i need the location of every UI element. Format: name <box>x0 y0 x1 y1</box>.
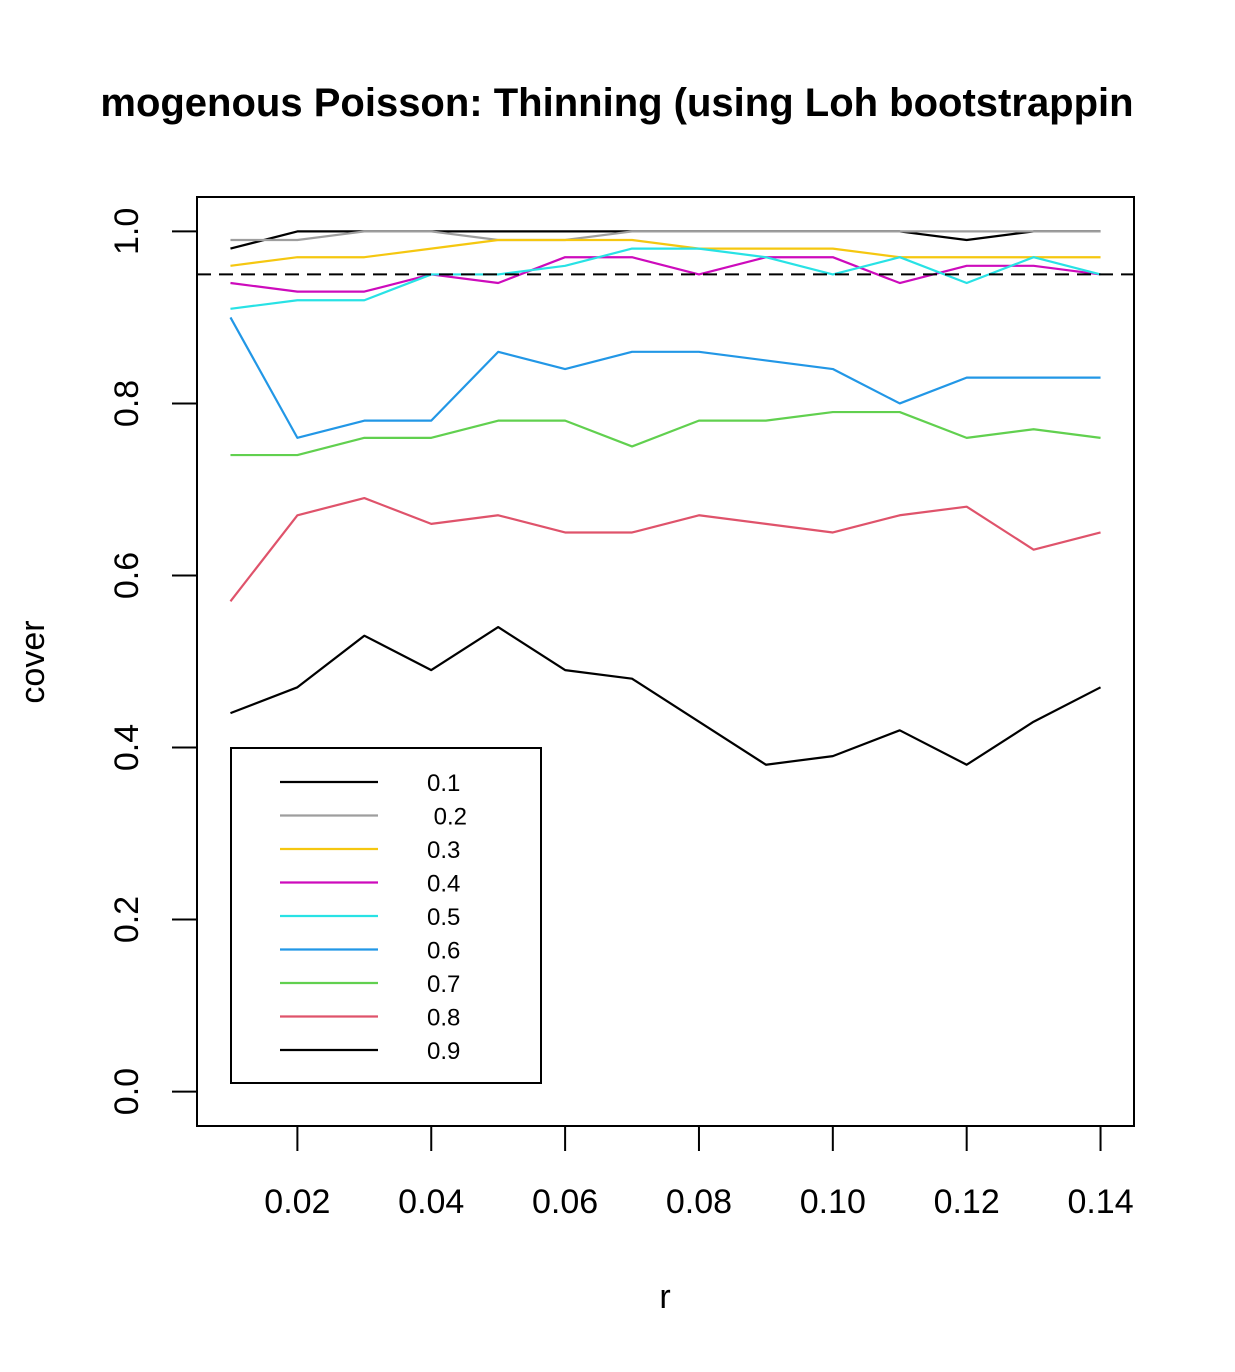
series-line-0.7 <box>230 410 1101 457</box>
series-line-0.8 <box>229 496 1101 602</box>
x-tick-label: 0.14 <box>1067 1183 1133 1221</box>
x-tick-label: 0.06 <box>532 1183 598 1221</box>
x-tick-label: 0.10 <box>800 1183 866 1221</box>
y-axis-label: cover <box>14 620 52 703</box>
legend-label: 0.7 <box>427 971 460 998</box>
legend-label: 0.3 <box>427 837 460 864</box>
legend-label: 0.5 <box>427 904 460 931</box>
x-tick-label: 0.08 <box>666 1183 732 1221</box>
series-layer <box>229 230 1102 766</box>
series-line-0.5 <box>230 247 1101 310</box>
legend: 0.1 0.2 0.3 0.4 0.5 0.6 0.7 0.8 0.9 <box>230 747 542 1084</box>
legend-label: 0.1 <box>427 770 460 797</box>
y-tick-label: 0.2 <box>108 896 146 943</box>
x-axis-label: r <box>659 1278 670 1316</box>
x-axis: 0.02 0.04 0.06 0.08 0.10 0.12 0.14 <box>264 1125 1134 1221</box>
legend-label: 0.8 <box>427 1005 460 1032</box>
x-tick-label: 0.12 <box>934 1183 1000 1221</box>
series-line-0.9 <box>230 625 1102 766</box>
y-tick-label: 0.0 <box>108 1068 146 1115</box>
x-tick-label: 0.02 <box>264 1183 330 1221</box>
y-tick-label: 0.4 <box>108 724 146 771</box>
y-axis: 0.0 0.2 0.4 0.6 0.8 1.0 <box>108 208 198 1115</box>
legend-label: 0.4 <box>427 871 460 898</box>
chart-title: mogenous Poisson: Thinning (using Loh bo… <box>100 81 1133 125</box>
x-tick-label: 0.04 <box>398 1183 464 1221</box>
legend-label: 0.2 <box>427 804 467 831</box>
y-tick-label: 0.6 <box>108 552 146 599</box>
legend-label: 0.9 <box>427 1038 460 1065</box>
series-line-0.3 <box>230 238 1101 267</box>
series-line-0.6 <box>229 316 1101 439</box>
y-tick-label: 0.8 <box>108 380 146 427</box>
legend-box <box>230 747 542 1084</box>
legend-label: 0.6 <box>427 938 460 965</box>
series-line-0.1 <box>230 230 1101 250</box>
y-tick-label: 1.0 <box>108 208 146 255</box>
series-line-0.2 <box>230 230 1101 242</box>
series-line-0.4 <box>230 256 1101 293</box>
